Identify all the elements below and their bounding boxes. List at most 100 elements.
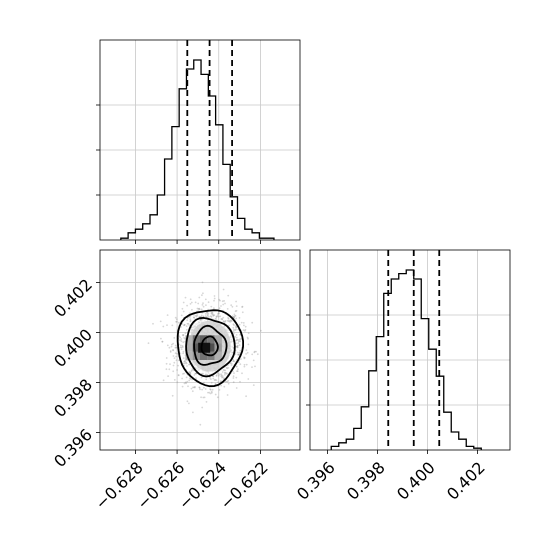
- scatter-point: [239, 349, 242, 352]
- scatter-point: [166, 324, 168, 326]
- density-cell: [214, 335, 222, 344]
- contour-line: [193, 324, 228, 366]
- scatter-point: [237, 353, 239, 356]
- scatter-point: [182, 334, 185, 336]
- scatter-point: [169, 350, 172, 352]
- scatter-point: [227, 317, 230, 319]
- hist-p1-frame: [99, 39, 301, 241]
- scatter-point: [183, 324, 186, 326]
- scatter-point: [197, 308, 200, 310]
- scatter-point: [189, 320, 192, 323]
- scatter-point: [147, 342, 150, 345]
- scatter-point: [239, 363, 242, 366]
- scatter-point: [236, 351, 239, 354]
- scatter-point: [217, 312, 220, 315]
- scatter-point: [231, 305, 234, 308]
- scatter-point: [253, 351, 256, 354]
- scatter-point: [242, 322, 245, 324]
- scatter-point: [181, 385, 184, 388]
- scatter-point: [210, 305, 213, 308]
- scatter-point: [189, 377, 191, 380]
- scatter-point: [244, 330, 246, 332]
- scatter-point: [236, 370, 239, 372]
- scatter-point: [247, 343, 250, 346]
- scatter-point: [236, 344, 239, 347]
- scatter-point: [171, 394, 174, 397]
- scatter-point: [218, 312, 220, 314]
- scatter-point: [241, 305, 244, 308]
- scatter-point: [243, 357, 246, 360]
- scatter-point: [195, 377, 197, 379]
- scatter-point: [171, 343, 173, 346]
- scatter-point: [181, 377, 184, 380]
- scatter-point: [198, 387, 201, 389]
- scatter-point: [184, 296, 187, 299]
- scatter-point: [216, 313, 219, 315]
- scatter-point: [169, 351, 172, 353]
- density-cell: [192, 343, 200, 352]
- scatter-point: [228, 324, 230, 327]
- scatter-point: [233, 324, 235, 326]
- scatter-point: [202, 315, 205, 318]
- scatter-point: [229, 362, 232, 365]
- scatter-point: [184, 381, 187, 384]
- scatter-point: [254, 365, 256, 368]
- scatter-point: [220, 375, 223, 378]
- scatter-point: [183, 382, 186, 385]
- scatter-point: [225, 372, 228, 374]
- scatter-point: [194, 315, 197, 317]
- scatter-point: [221, 317, 224, 320]
- scatter-point: [223, 385, 226, 388]
- scatter-point: [208, 316, 210, 318]
- scatter-point: [193, 316, 195, 319]
- scatter-point: [191, 308, 193, 311]
- scatter-point: [236, 370, 238, 372]
- density-cell: [214, 351, 222, 360]
- scatter-point: [236, 346, 239, 349]
- scatter-point: [180, 314, 183, 317]
- scatter-point: [194, 385, 196, 388]
- scatter-point: [200, 376, 203, 379]
- scatter-point: [229, 319, 232, 322]
- scatter-point: [174, 346, 177, 349]
- scatter-point: [219, 373, 221, 376]
- scatter-point: [245, 353, 248, 355]
- scatter-point: [243, 363, 246, 366]
- scatter-point: [245, 349, 248, 351]
- scatter-point: [251, 366, 253, 368]
- scatter-point: [180, 348, 183, 351]
- scatter-point: [237, 340, 240, 343]
- scatter-point: [234, 310, 237, 313]
- scatter-point: [232, 381, 235, 384]
- scatter-point: [204, 315, 207, 317]
- scatter-point: [212, 375, 215, 378]
- scatter-point: [182, 310, 185, 313]
- scatter-point: [246, 351, 249, 354]
- y-tick-label: 0.398: [50, 375, 96, 421]
- density-cell: [192, 335, 200, 344]
- scatter-point: [214, 383, 217, 385]
- scatter-point: [182, 352, 185, 355]
- scatter-point: [201, 281, 204, 284]
- scatter-point: [193, 374, 196, 376]
- scatter-point: [181, 334, 184, 336]
- scatter-point: [232, 375, 235, 378]
- scatter-point: [166, 314, 169, 316]
- scatter-point: [209, 388, 212, 391]
- scatter-point: [222, 303, 225, 306]
- scatter-point: [230, 362, 233, 365]
- scatter-point: [165, 362, 168, 365]
- scatter-point: [229, 321, 232, 323]
- scatter-point: [183, 360, 186, 363]
- scatter-point: [202, 396, 205, 399]
- scatter-point: [194, 386, 196, 389]
- scatter-point: [218, 307, 221, 310]
- scatter-point: [218, 298, 221, 301]
- scatter-point: [234, 329, 237, 332]
- scatter-point: [224, 373, 226, 376]
- scatter-point: [216, 314, 219, 317]
- scatter-point: [243, 324, 245, 327]
- scatter-point: [225, 366, 228, 369]
- scatter-point: [198, 386, 201, 389]
